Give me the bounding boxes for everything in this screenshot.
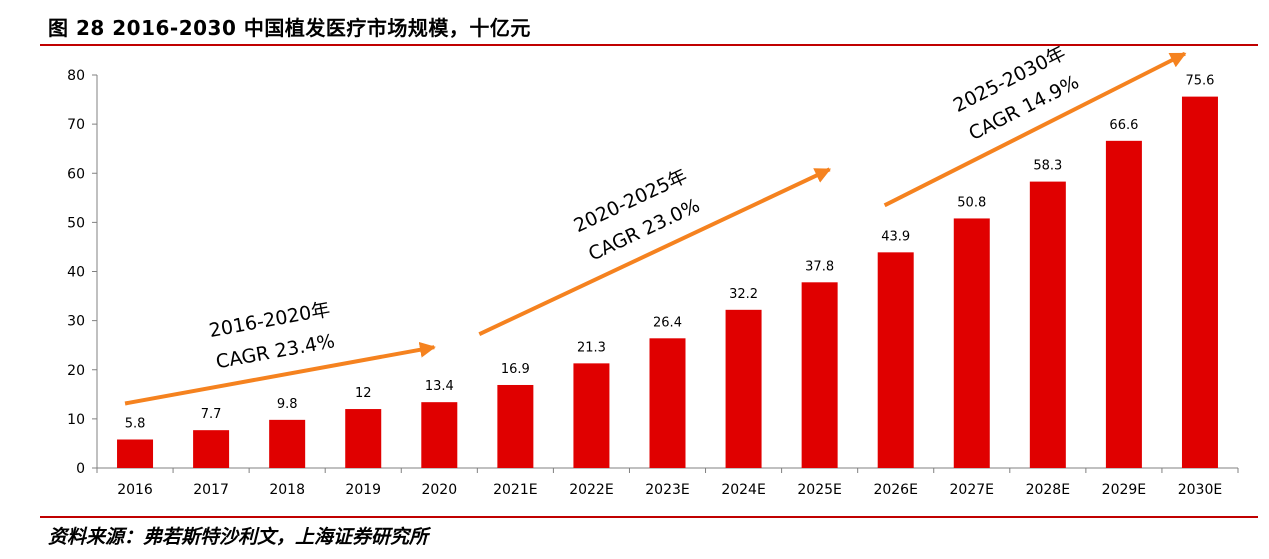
bar-2018 [269,419,306,468]
x-tick-label-2026E: 2026E [873,482,917,498]
x-tick-label-2024E: 2024E [721,482,765,498]
bar-2029E [1105,140,1142,468]
data-label-2028E: 58.3 [1033,159,1062,174]
y-tick-label: 40 [67,265,85,281]
data-label-2023E: 26.4 [653,315,682,330]
data-label-2016: 5.8 [125,417,146,432]
x-tick-label-2020: 2020 [421,482,457,498]
bar-2030E [1181,96,1218,469]
x-tick-label-2025E: 2025E [797,482,841,498]
growth-arrow [124,341,436,406]
data-label-2017: 7.7 [201,407,222,422]
x-tick-label-2016: 2016 [117,482,153,498]
bottom-divider [40,516,1258,518]
bar-2024E [725,309,762,468]
x-tick-label-2029E: 2029E [1102,482,1146,498]
data-label-2027E: 50.8 [957,195,986,210]
x-tick-label-2021E: 2021E [493,482,537,498]
y-tick-label: 60 [67,166,85,182]
growth-arrow [883,51,1187,208]
top-divider [40,44,1258,46]
y-tick-label: 80 [67,68,85,84]
data-label-2018: 9.8 [277,397,298,412]
growth-arrow [478,167,832,336]
data-label-2026E: 43.9 [881,229,910,244]
bar-2025E [801,282,838,468]
x-tick-label-2028E: 2028E [1026,482,1070,498]
x-tick-label-2027E: 2027E [950,482,994,498]
chart-title: 图 28 2016-2030 中国植发医疗市场规模，十亿元 [48,16,531,40]
source-note: 资料来源：弗若斯特沙利文，上海证券研究所 [48,526,429,548]
y-tick-label: 10 [67,412,85,428]
bar-2016 [117,439,154,468]
bar-2019 [345,409,382,468]
bar-2023E [649,338,686,468]
data-label-2025E: 37.8 [805,259,834,274]
data-label-2020: 13.4 [425,379,454,394]
x-tick-label-2022E: 2022E [569,482,613,498]
data-label-2024E: 32.2 [729,287,758,302]
bar-2022E [573,363,610,468]
bar-2021E [497,384,534,468]
data-label-2029E: 66.6 [1109,118,1138,133]
x-tick-label-2017: 2017 [193,482,229,498]
y-tick-label: 70 [67,117,85,133]
x-tick-label-2018: 2018 [269,482,305,498]
data-label-2019: 12 [355,386,372,401]
bar-2028E [1029,181,1066,468]
bar-2020 [421,402,458,468]
bar-2017 [193,430,230,468]
x-tick-label-2019: 2019 [345,482,381,498]
bar-2027E [953,218,990,468]
data-label-2021E: 16.9 [501,362,530,377]
data-label-2030E: 75.6 [1185,74,1214,89]
y-tick-label: 0 [76,461,85,477]
x-tick-label-2023E: 2023E [645,482,689,498]
bar-2026E [877,252,914,468]
y-tick-label: 30 [67,314,85,330]
x-tick-label-2030E: 2030E [1178,482,1222,498]
data-label-2022E: 21.3 [577,340,606,355]
y-tick-label: 50 [67,215,85,231]
y-tick-label: 20 [67,363,85,379]
